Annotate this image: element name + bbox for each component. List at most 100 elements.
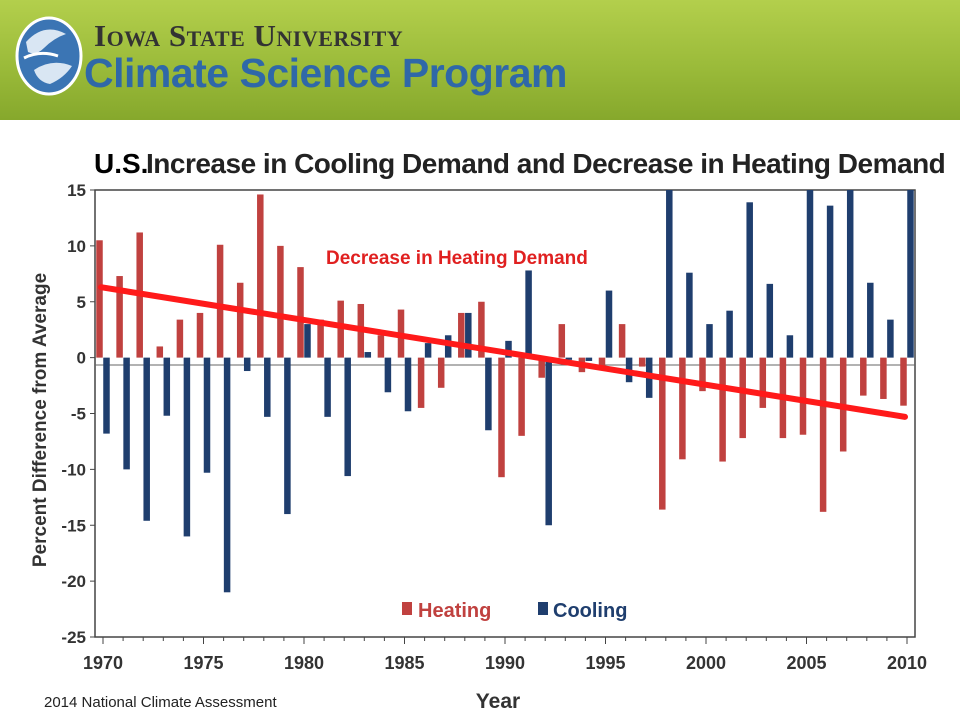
cooling-bar [183, 357, 191, 537]
heating-bar [116, 276, 123, 358]
heating-bar [598, 357, 606, 366]
x-tick-label: 1970 [83, 653, 123, 673]
heating-bar [779, 357, 787, 439]
cooling-bar [485, 357, 492, 431]
x-axis-title: Year [476, 690, 520, 713]
y-tick-label: -15 [61, 516, 86, 535]
x-axis: 1970 1975 1980 1985 1990 1995 2000 2005 2010 [83, 637, 927, 673]
x-tick-label: 1995 [585, 653, 625, 673]
y-tick-label: -25 [61, 628, 86, 647]
heating-bar [860, 357, 867, 396]
y-tick-label: 15 [67, 181, 86, 200]
y-axis: 15 10 5 0 -5 -10 -15 -20 -25 [61, 181, 95, 647]
heating-bar [437, 357, 445, 388]
trend-annotation-label: Decrease in Heating Demand [326, 248, 588, 269]
cooling-bar [545, 357, 552, 526]
heating-bar [518, 357, 525, 436]
heating-bar [638, 357, 646, 367]
cooling-bar [203, 357, 211, 473]
cooling-bar [525, 270, 532, 358]
x-tick-label: 2010 [887, 653, 927, 673]
cooling-bar [565, 357, 573, 360]
title-prefix: U.S. [94, 148, 149, 179]
heating-bar [96, 240, 103, 358]
x-tick-label: 1980 [284, 653, 324, 673]
cooling-bar [284, 357, 291, 515]
cooling-bar [746, 202, 753, 358]
heating-bar [337, 300, 344, 358]
source-note: 2014 National Climate Assessment [44, 694, 277, 711]
cooling-bar [706, 324, 713, 358]
trend-line [98, 284, 908, 420]
legend: Heating Cooling [402, 600, 627, 622]
heating-bar [216, 244, 224, 358]
cooling-bar [143, 357, 150, 521]
heating-bar [317, 319, 324, 358]
heating-bar [880, 357, 887, 399]
chart-title: Increase in Cooling Demand and Decrease … [146, 148, 946, 179]
cooling-bar [645, 357, 653, 398]
heating-bar [277, 245, 284, 358]
heating-bar [839, 357, 847, 452]
y-tick-label: -20 [61, 572, 86, 591]
cooling-bar [123, 357, 130, 470]
heating-bar [357, 303, 365, 358]
heating-bar [719, 357, 726, 462]
heating-bar [377, 335, 385, 358]
cooling-bar [887, 319, 894, 358]
university-name: Iowa State University [94, 18, 404, 53]
legend-heating-label: Heating [418, 600, 491, 622]
cooling-bar [726, 310, 733, 358]
heating-bar [196, 312, 204, 358]
heating-bar [659, 357, 666, 510]
heating-bar [759, 357, 767, 408]
heating-bar [136, 232, 143, 358]
heating-bar [699, 357, 706, 392]
cooling-bar [103, 357, 110, 434]
heating-bar [558, 324, 566, 358]
cooling-bar [806, 190, 814, 358]
cooling-bar [163, 357, 171, 416]
cooling-bar [766, 283, 774, 358]
y-tick-label: 5 [77, 293, 86, 312]
x-tick-label: 1990 [485, 653, 525, 673]
cooling-bar [826, 205, 834, 358]
cooling-bar [424, 343, 432, 358]
cooling-bar [846, 190, 854, 358]
heating-bar [819, 357, 827, 512]
heating-bar [417, 357, 425, 408]
cooling-bar [223, 357, 231, 593]
x-tick-label: 2005 [786, 653, 826, 673]
heating-bar [176, 319, 184, 358]
heating-bar [397, 309, 405, 358]
heating-bar [578, 357, 586, 373]
cooling-bar [324, 357, 331, 417]
bar-group [96, 190, 914, 593]
cooling-bar [867, 282, 874, 358]
cooling-bar [404, 357, 412, 412]
cooling-bar [344, 357, 351, 477]
heating-bar [618, 324, 626, 358]
cooling-bar [666, 190, 673, 358]
header-banner: Iowa State University Climate Science Pr… [0, 0, 960, 120]
program-name: Climate Science Program [84, 50, 567, 96]
x-tick-label: 1985 [384, 653, 424, 673]
y-tick-label: 0 [77, 349, 86, 368]
heating-bar [156, 346, 164, 358]
y-axis-title: Percent Difference from Average [30, 273, 51, 567]
cooling-bar [364, 352, 372, 358]
plot-frame [94, 189, 916, 638]
heating-bar [257, 194, 264, 358]
cooling-bar [304, 324, 311, 358]
heating-bar [297, 267, 304, 358]
heating-bar [458, 312, 465, 358]
cooling-bar [605, 290, 613, 358]
legend-cooling-label: Cooling [553, 600, 627, 622]
heating-bar [478, 301, 485, 358]
cooling-bar [907, 190, 914, 358]
heating-bar [799, 357, 807, 435]
heating-bar [498, 357, 505, 478]
cooling-bar [686, 272, 693, 358]
cooling-bar [384, 357, 392, 393]
cooling-bar [444, 335, 452, 358]
